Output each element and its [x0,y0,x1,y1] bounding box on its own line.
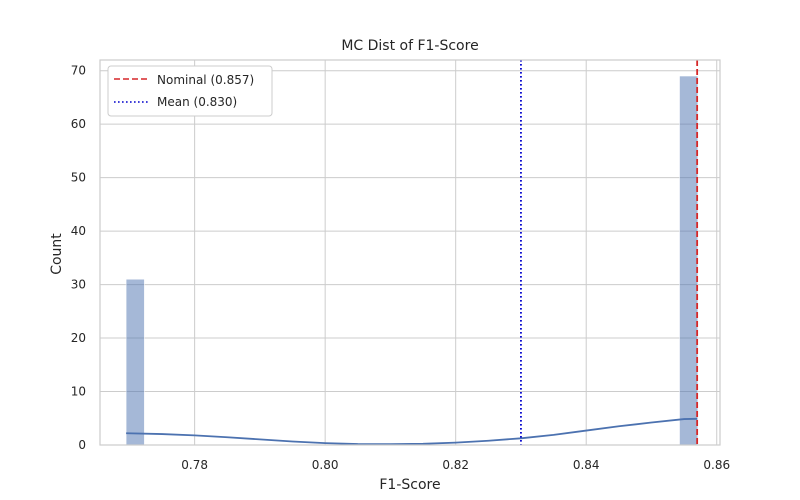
x-tick-labels: 0.78 0.80 0.82 0.84 0.86 [181,458,730,472]
chart-title: MC Dist of F1-Score [341,38,478,54]
x-axis-label: F1-Score [379,477,440,493]
histogram-bar-1 [679,75,699,446]
x-tick-label-4: 0.86 [703,458,730,472]
y-tick-label-4: 40 [71,224,86,238]
legend-mean-label: Mean (0.830) [157,95,237,109]
y-tick-label-7: 70 [71,64,86,78]
y-tick-label-3: 30 [71,278,86,292]
plot-frame [99,59,721,446]
x-tick-label-3: 0.84 [573,458,600,472]
y-axis-label: Count [49,233,65,275]
y-tick-label-6: 60 [71,117,86,131]
legend-box [107,65,273,117]
x-tick-label-1: 0.80 [312,458,339,472]
y-tick-labels: 0 10 20 30 40 50 60 70 [71,64,86,452]
reference-lines [520,60,699,445]
grid [100,60,720,446]
kde-curve [126,417,698,446]
x-tick-label-0: 0.78 [181,458,208,472]
legend: Nominal (0.857) Mean (0.830) [107,65,273,117]
histogram-bar-0 [125,278,145,446]
y-tick-label-1: 10 [71,385,86,399]
y-tick-label-5: 50 [71,171,86,185]
legend-nominal-label: Nominal (0.857) [157,73,254,87]
x-tick-label-2: 0.82 [442,458,469,472]
y-tick-label-2: 20 [71,331,86,345]
y-tick-label-0: 0 [78,438,86,452]
